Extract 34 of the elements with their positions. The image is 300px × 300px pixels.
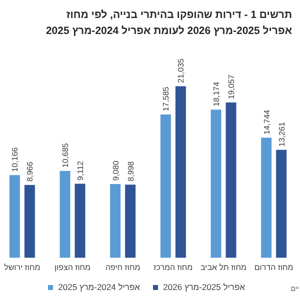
data-label: 9,080 xyxy=(111,160,120,181)
bar xyxy=(276,149,288,258)
data-label: 19,057 xyxy=(227,74,236,100)
bar xyxy=(110,184,122,258)
bar xyxy=(8,174,20,258)
data-label: 10,166 xyxy=(10,146,20,172)
data-label: 10,685 xyxy=(61,142,70,168)
chart-subtitle: אפריל 2025-מרץ 2026 לעומת אפריל 2024-מרץ 2025 xyxy=(46,25,292,37)
x-tick-label: מחוז הצפון xyxy=(54,263,91,272)
bar xyxy=(210,109,222,258)
x-tick-label: מחוז תל אביב xyxy=(200,263,246,272)
x-tick-label: מחוז ירושל xyxy=(4,263,40,272)
bar xyxy=(160,114,172,258)
data-label: 18,174 xyxy=(212,81,221,106)
bar xyxy=(174,86,186,258)
data-label: 9,112 xyxy=(76,160,85,180)
bar xyxy=(59,170,71,258)
data-label: 14,744 xyxy=(262,109,272,134)
data-label: 21,035 xyxy=(176,58,186,83)
bar xyxy=(124,184,136,258)
bar xyxy=(225,102,237,258)
data-label: 13,261 xyxy=(277,122,286,147)
x-tick-label: מחוז הדרום xyxy=(254,263,294,272)
bar xyxy=(260,137,272,258)
x-tick-label: מחוז חיפה xyxy=(105,263,140,272)
data-label: 17,585 xyxy=(162,86,171,112)
chart-title: תרשים 1 - דירות שהופקו בהיתרי בנייה, לפי מחוז xyxy=(66,9,292,21)
bar xyxy=(74,183,86,258)
legend-label: אפריל 2024-מרץ 2025 xyxy=(58,282,141,292)
x-tick-label: מחוז המרכז xyxy=(154,263,193,272)
bar xyxy=(24,184,36,258)
legend-label: אפריל 2025-מרץ 2026 xyxy=(163,282,246,292)
data-label: 8,998 xyxy=(126,160,136,182)
data-label: 8,966 xyxy=(26,161,35,182)
